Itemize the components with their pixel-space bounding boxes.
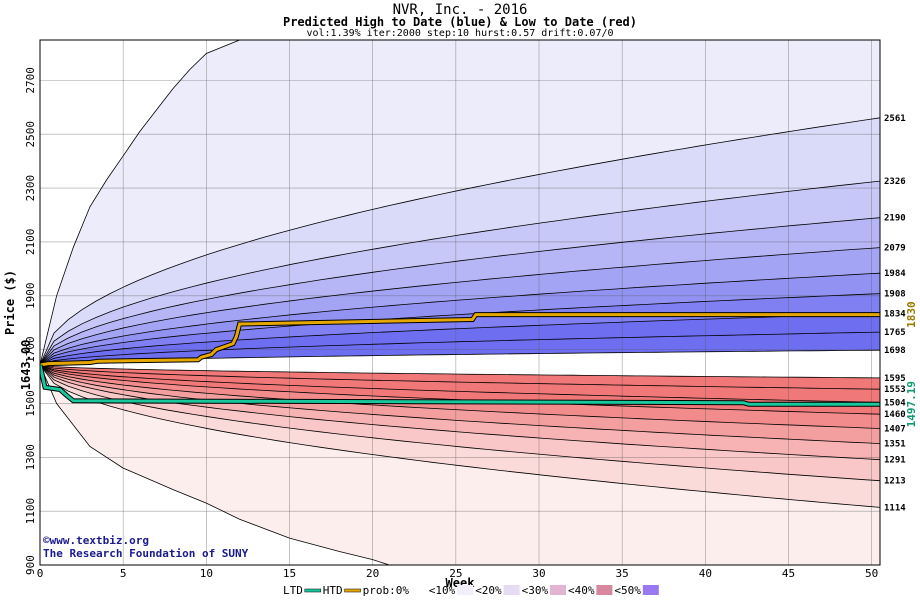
legend-label-3: <10% — [429, 584, 456, 597]
band-line-1553 — [40, 364, 880, 390]
y-axis-title: Price ($) — [3, 270, 17, 335]
band-end-label-1460: 1460 — [884, 410, 906, 420]
x-tick-label-40: 40 — [699, 567, 712, 580]
plot-frame — [39, 39, 881, 566]
legend-label-7: <50% — [614, 584, 641, 597]
band-line-2190 — [40, 217, 880, 366]
legend-swatch-5 — [642, 585, 659, 595]
band-end-label-1553: 1553 — [884, 385, 906, 395]
chart-params: vol:1.39% iter:2000 step:10 hurst:0.57 d… — [306, 28, 614, 39]
ltd-end-label: 1497.19 — [905, 381, 918, 427]
band-line-1114 — [40, 364, 880, 508]
x-tick-label-25: 25 — [449, 567, 462, 580]
band-line-1504 — [40, 364, 880, 403]
band-end-label-1351: 1351 — [884, 440, 906, 450]
legend-swatch-1 — [457, 585, 474, 595]
chart-subtitle: Predicted High to Date (blue) & Low to D… — [282, 15, 637, 29]
watermark-url: ©www.textbiz.org — [43, 534, 149, 547]
legend-ltd-label: LTD — [283, 584, 303, 597]
band-line-1908 — [40, 293, 880, 366]
legend-label-4: <20% — [475, 584, 502, 597]
band-line-1834 — [40, 313, 880, 366]
chart-title: NVR, Inc. - 2016 — [392, 2, 528, 18]
x-tick-label-45: 45 — [782, 567, 795, 580]
outer-low-line — [40, 364, 390, 565]
x-tick-label-15: 15 — [283, 567, 296, 580]
band-end-label-2561: 2561 — [884, 114, 906, 124]
high-band-fill-9 — [40, 350, 880, 365]
legend-swatch-0 — [410, 585, 427, 595]
y-tick-label-1500: 1500 — [24, 390, 37, 417]
band-line-1291 — [40, 364, 880, 461]
band-end-label-1698: 1698 — [884, 346, 906, 356]
band-line-2561 — [40, 117, 880, 366]
band-end-label-1504: 1504 — [884, 398, 906, 408]
legend-swatch-4 — [596, 585, 613, 595]
band-line-1407 — [40, 364, 880, 429]
x-tick-label-5: 5 — [120, 567, 127, 580]
legend-label-6: <40% — [568, 584, 595, 597]
band-end-label-1765: 1765 — [884, 328, 906, 338]
ltd-series-line — [40, 364, 880, 406]
band-end-label-1595: 1595 — [884, 374, 906, 384]
band-line-1765 — [40, 331, 880, 366]
band-line-1351 — [40, 364, 880, 444]
y-tick-label-2700: 2700 — [24, 67, 37, 94]
legend-prob-label: prob:0% — [363, 584, 410, 597]
legend-htd-swatch — [344, 588, 361, 593]
outer-high-line — [40, 40, 240, 366]
band-end-label-1291: 1291 — [884, 456, 906, 466]
x-tick-label-0: 0 — [37, 567, 44, 580]
legend-htd-label: HTD — [323, 584, 343, 597]
low-band-fill-9 — [40, 364, 880, 378]
band-lines-group — [40, 40, 880, 565]
y-tick-label-2500: 2500 — [24, 121, 37, 148]
y-tick-label-2300: 2300 — [24, 175, 37, 202]
y-tick-label-1700: 1700 — [24, 336, 37, 363]
band-end-label-1407: 1407 — [884, 425, 906, 435]
band-end-label-2326: 2326 — [884, 177, 906, 187]
band-end-label-2079: 2079 — [884, 244, 906, 254]
band-end-label-1834: 1834 — [884, 310, 906, 320]
legend-ltd-swatch — [304, 588, 322, 593]
band-end-label-1213: 1213 — [884, 477, 906, 487]
band-end-label-1908: 1908 — [884, 290, 906, 300]
watermark-org: The Research Foundation of SUNY — [43, 547, 249, 560]
legend-label-5: <30% — [522, 584, 549, 597]
band-line-1595 — [40, 364, 880, 379]
htd-end-label: 1830 — [905, 301, 918, 328]
band-line-1213 — [40, 364, 880, 482]
band-end-label-2190: 2190 — [884, 214, 906, 224]
band-end-label-1984: 1984 — [884, 269, 906, 279]
y-tick-label-1900: 1900 — [24, 283, 37, 310]
legend-swatch-3 — [550, 585, 566, 595]
band-end-label-1114: 1114 — [884, 503, 906, 513]
start-price-label: 1643.00 — [19, 340, 33, 391]
y-tick-label-1300: 1300 — [24, 444, 37, 471]
x-tick-label-30: 30 — [532, 567, 545, 580]
band-line-2326 — [40, 180, 880, 366]
x-tick-label-20: 20 — [366, 567, 379, 580]
y-tick-label-1100: 1100 — [24, 498, 37, 524]
x-tick-label-50: 50 — [865, 567, 878, 580]
band-line-2079 — [40, 247, 880, 366]
htd-series-line — [40, 313, 880, 367]
band-line-1984 — [40, 272, 880, 366]
x-tick-label-35: 35 — [616, 567, 629, 580]
legend-swatch-2 — [503, 585, 520, 595]
y-tick-label-2100: 2100 — [24, 229, 37, 256]
x-tick-label-10: 10 — [200, 567, 213, 580]
y-tick-label-900: 900 — [24, 555, 37, 575]
